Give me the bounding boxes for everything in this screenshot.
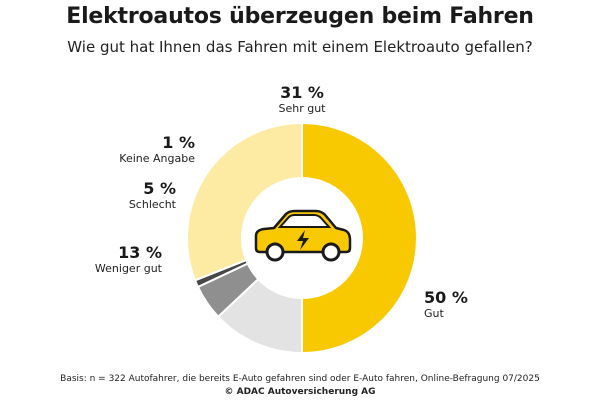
- slice-category-gut: Gut: [424, 307, 444, 320]
- car-rear-wheel: [321, 242, 341, 262]
- slice-gut: [301, 121, 418, 355]
- slice-value-keine-angabe: 1 %: [162, 133, 195, 152]
- car-front-wheel: [265, 242, 285, 262]
- slice-value-weniger-gut: 13 %: [118, 243, 162, 262]
- slice-value-sehr-gut: 31 %: [280, 83, 324, 102]
- chart-subtitle: Wie gut hat Ihnen das Fahren mit einem E…: [67, 38, 533, 56]
- slice-label-schlecht: 5 % Schlecht: [129, 180, 176, 212]
- slice-label-sehr-gut: 31 % Sehr gut: [247, 84, 357, 116]
- slice-category-keine-angabe: Keine Angabe: [119, 152, 195, 165]
- car-body: [254, 209, 352, 254]
- footnote-basis: Basis: n = 322 Autofahrer, die bereits E…: [60, 374, 540, 384]
- electric-car-icon: [254, 209, 352, 262]
- slice-value-schlecht: 5 %: [143, 179, 176, 198]
- lightning-bolt-icon: [297, 230, 309, 250]
- slice-label-keine-angabe: 1 % Keine Angabe: [119, 134, 195, 166]
- slice-value-gut: 50 %: [424, 288, 468, 307]
- slice-label-gut: 50 % Gut: [424, 289, 468, 321]
- car-window: [277, 214, 332, 228]
- copyright-notice: © ADAC Autoversicherung AG: [224, 387, 376, 397]
- slice-category-schlecht: Schlecht: [128, 198, 176, 211]
- slice-label-weniger-gut: 13 % Weniger gut: [95, 244, 162, 276]
- slice-category-sehr-gut: Sehr gut: [278, 102, 326, 115]
- slice-category-weniger-gut: Weniger gut: [94, 262, 162, 275]
- chart-title: Elektroautos überzeugen beim Fahren: [66, 4, 534, 29]
- slice-sehr-gut: [186, 121, 303, 282]
